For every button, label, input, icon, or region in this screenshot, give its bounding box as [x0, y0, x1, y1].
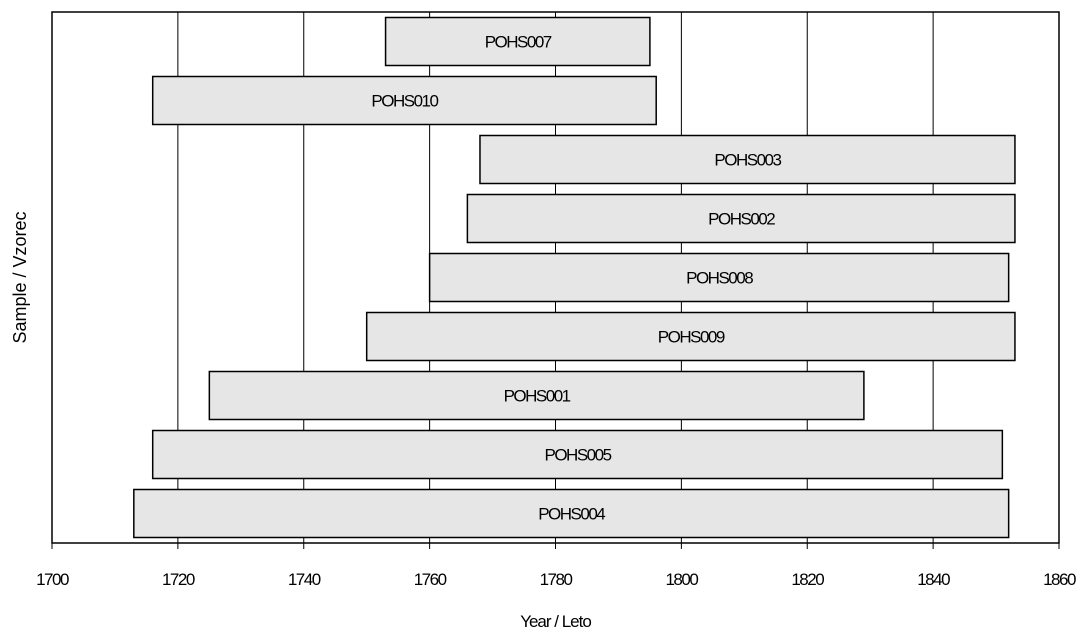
x-tick-label: 1740 [288, 570, 321, 589]
bar-label: POHS001 [504, 387, 571, 406]
bar-pohs004 [133, 488, 1010, 539]
y-axis-title: Sample / Vzorec [10, 211, 30, 343]
x-tick-label: 1860 [1043, 570, 1076, 589]
bar-label: POHS007 [485, 33, 552, 52]
bar-label: POHS004 [538, 505, 605, 524]
bar-series: POHS007 POHS010 POHS003 POHS002 POHS008 POHS0… [133, 16, 1016, 539]
bar-label: POHS010 [371, 92, 438, 111]
bar-label: POHS005 [545, 446, 612, 465]
bar-pohs001 [208, 370, 865, 421]
bar-label: POHS009 [658, 328, 725, 347]
x-tick-label: 1840 [917, 570, 950, 589]
bar-pohs002 [466, 193, 1016, 244]
bar-pohs003 [479, 134, 1016, 185]
bar-pohs005 [151, 429, 1004, 480]
x-tick-label: 1760 [414, 570, 447, 589]
x-tick-label: 1720 [162, 570, 195, 589]
bar-label: POHS003 [714, 151, 781, 170]
bar-pohs009 [365, 311, 1016, 362]
bar-label: POHS002 [708, 210, 775, 229]
x-axis: 1700 1720 1740 1760 1780 1800 1820 1840 1860 [36, 543, 1077, 589]
x-tick-label: 1820 [791, 570, 824, 589]
x-tick-label: 1700 [36, 570, 69, 589]
x-tick-label: 1780 [540, 570, 573, 589]
bar-pohs008 [428, 252, 1010, 303]
x-tick-label: 1800 [665, 570, 698, 589]
bar-pohs010 [151, 75, 657, 126]
bar-pohs007 [384, 16, 651, 67]
x-axis-title: Year / Leto [520, 612, 591, 631]
bar-label: POHS008 [686, 269, 753, 288]
